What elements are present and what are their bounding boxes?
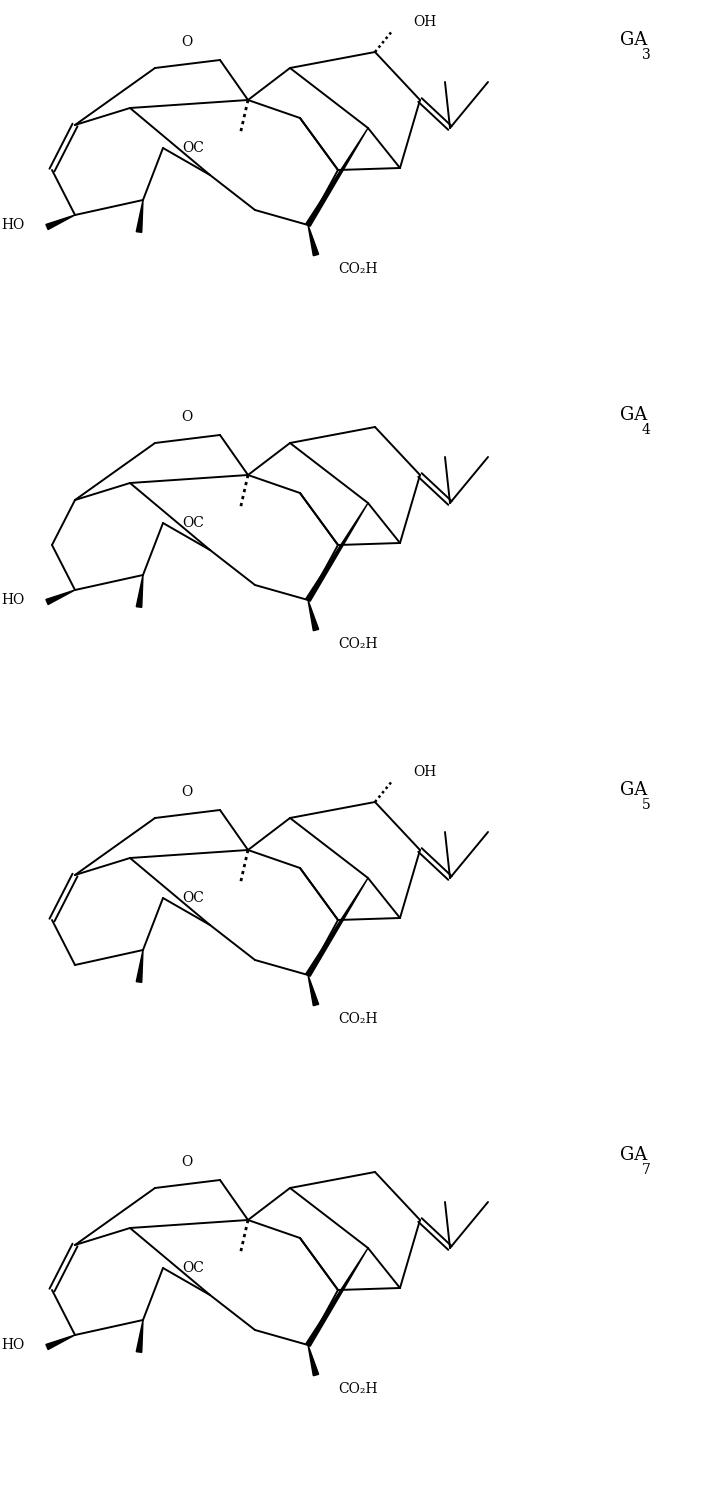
Text: 4: 4 [642,422,651,437]
Text: 5: 5 [642,798,651,812]
Polygon shape [306,878,368,977]
Polygon shape [136,1320,143,1353]
Polygon shape [46,215,75,230]
Polygon shape [308,225,319,256]
Polygon shape [136,200,143,233]
Text: O: O [181,1154,193,1169]
Text: GA: GA [620,32,647,50]
Text: GA: GA [620,406,647,424]
Polygon shape [136,576,143,607]
Text: CO₂H: CO₂H [338,262,378,277]
Polygon shape [306,1247,368,1347]
Text: OC: OC [182,891,204,905]
Text: OC: OC [182,516,204,531]
Polygon shape [306,504,368,601]
Text: HO: HO [1,594,25,607]
Polygon shape [306,128,368,227]
Text: OC: OC [182,1261,204,1275]
Polygon shape [46,1335,75,1350]
Text: O: O [181,410,193,424]
Polygon shape [308,600,319,631]
Text: HO: HO [1,218,25,231]
Polygon shape [136,950,143,983]
Text: OC: OC [182,141,204,155]
Text: OH: OH [413,15,436,29]
Text: 3: 3 [642,48,651,62]
Polygon shape [308,975,319,1006]
Text: 7: 7 [642,1163,651,1177]
Text: O: O [181,785,193,800]
Text: O: O [181,35,193,50]
Text: HO: HO [1,1338,25,1353]
Polygon shape [308,1345,319,1375]
Text: OH: OH [413,765,436,779]
Text: CO₂H: CO₂H [338,1012,378,1027]
Text: GA: GA [620,782,647,800]
Polygon shape [46,591,75,604]
Text: GA: GA [620,1145,647,1163]
Text: CO₂H: CO₂H [338,1381,378,1396]
Text: CO₂H: CO₂H [338,637,378,651]
